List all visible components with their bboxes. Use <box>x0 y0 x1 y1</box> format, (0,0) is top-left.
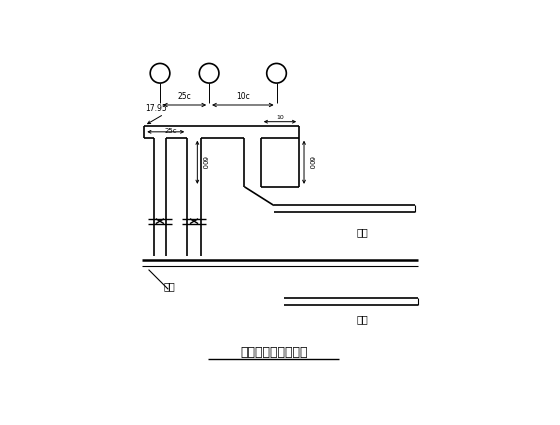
Text: 17.95: 17.95 <box>145 104 167 113</box>
Text: 600: 600 <box>200 156 207 169</box>
Text: 10: 10 <box>276 115 284 120</box>
Text: 悬挑混凝土截面尺寸: 悬挑混凝土截面尺寸 <box>240 346 307 359</box>
Text: 楼板: 楼板 <box>356 314 368 324</box>
Text: 10c: 10c <box>236 92 250 101</box>
Text: 楼板: 楼板 <box>356 227 368 237</box>
Text: 600: 600 <box>307 156 313 169</box>
Text: 槽钢: 槽钢 <box>164 281 175 291</box>
Text: 25c: 25c <box>178 92 192 101</box>
Text: 25c: 25c <box>164 128 177 134</box>
